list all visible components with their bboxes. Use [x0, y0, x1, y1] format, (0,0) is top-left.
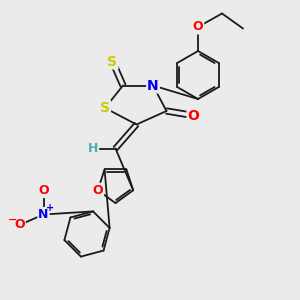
Text: S: S — [107, 55, 118, 68]
Text: O: O — [92, 184, 103, 197]
Text: O: O — [14, 218, 25, 232]
Text: O: O — [188, 109, 200, 122]
Text: H: H — [88, 142, 98, 155]
Text: N: N — [147, 79, 159, 92]
Text: +: + — [46, 203, 54, 213]
Text: N: N — [38, 208, 49, 221]
Text: O: O — [38, 184, 49, 197]
Text: −: − — [8, 214, 18, 225]
Text: O: O — [193, 20, 203, 34]
Text: S: S — [100, 101, 110, 115]
